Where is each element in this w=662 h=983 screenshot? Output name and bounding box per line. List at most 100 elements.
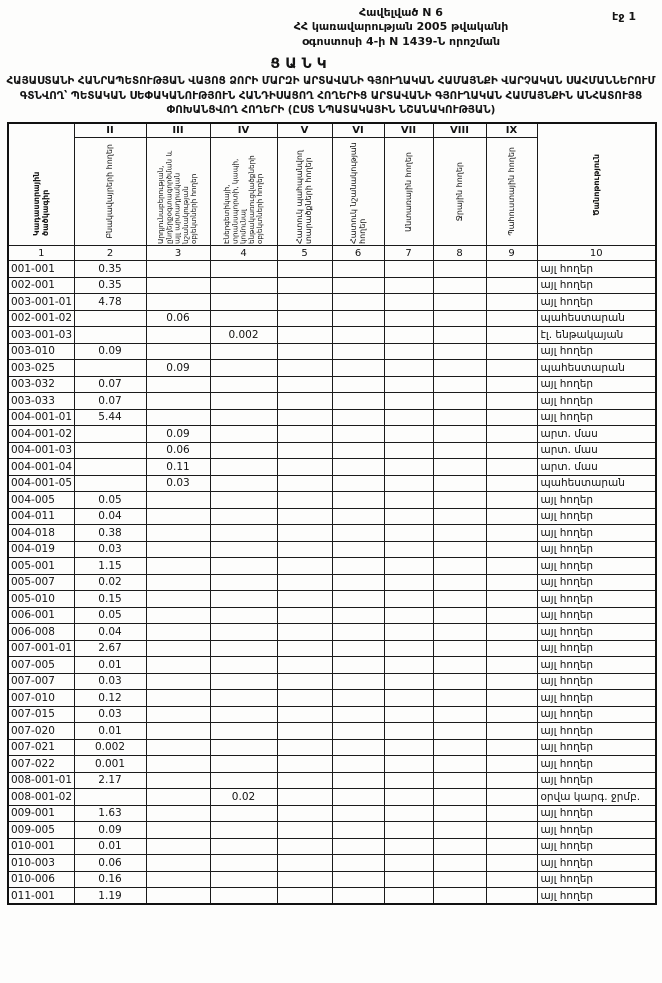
cell-area-col9: [485, 788, 538, 806]
cell-area-col6: [331, 738, 385, 757]
table-row: 007-022 0.001 այլ հողեր: [7, 755, 657, 773]
cell-area-col3: [145, 408, 211, 427]
cell-area-col8: [432, 837, 487, 856]
cell-area-col3: 0.11: [145, 458, 211, 476]
table-row: 011-001 1.19 այլ հողեր: [7, 887, 657, 905]
cell-note: այլ հողեր: [536, 507, 657, 526]
cell-area-col4: [209, 821, 278, 839]
cell-area-col4: [209, 738, 278, 757]
cell-area-col9: [485, 738, 538, 757]
table-row: 010-001 0.01 այլ հողեր: [7, 837, 657, 856]
cell-cadastral-code: 005-010: [7, 590, 75, 608]
table-row: 004-001-03 0.06 արտ. մաս: [7, 441, 657, 460]
cell-area-col9: [485, 656, 538, 674]
cell-area-col6: [331, 342, 385, 361]
cell-cadastral-code: 002-001-02: [7, 309, 75, 328]
cell-area-col6: [331, 276, 385, 295]
cell-area-col8: [432, 821, 487, 839]
cell-cadastral-code: 008-001-02: [7, 788, 75, 806]
cell-area-col7: [383, 771, 434, 790]
cell-area-col6: [331, 309, 385, 328]
numeral-col7: VII: [383, 122, 434, 139]
cell-area-col4: [209, 491, 278, 509]
table-row: 003-032 0.07 այլ հողեր: [7, 375, 657, 394]
cell-area-col3: [145, 540, 211, 559]
cell-note: այլ հողեր: [536, 887, 657, 905]
cell-area-col3: [145, 804, 211, 823]
cell-cadastral-code: 004-001-04: [7, 458, 75, 476]
cell-note: այլ հողեր: [536, 375, 657, 394]
cell-note: այլ հողեր: [536, 573, 657, 592]
cell-area-col7: [383, 392, 434, 410]
column-number-4: 4: [209, 245, 278, 262]
cell-area-col2: 0.06: [73, 854, 147, 872]
table-row: 009-001 1.63 այլ հողեր: [7, 804, 657, 823]
cell-area-col2: [73, 359, 147, 377]
cell-area-col7: [383, 854, 434, 872]
numeral-col4: IV: [209, 122, 278, 139]
header-note: Ծանոթություն: [536, 122, 657, 247]
table-row: 004-005 0.05 այլ հողեր: [7, 491, 657, 509]
cell-area-col5: [276, 689, 333, 707]
cell-area-col6: [331, 507, 385, 526]
cell-area-col6: [331, 887, 385, 905]
table-row: 009-005 0.09 այլ հողեր: [7, 821, 657, 839]
cell-area-col9: [485, 623, 538, 641]
cell-area-col9: [485, 870, 538, 889]
cell-area-col4: [209, 771, 278, 790]
cell-area-col4: [209, 804, 278, 823]
cell-area-col5: [276, 359, 333, 377]
cell-area-col8: [432, 491, 487, 509]
cell-area-col4: [209, 689, 278, 707]
cell-area-col6: [331, 788, 385, 806]
header-industrial-lands: Արդյունաբերության, ընդերքօգտագործման և ա…: [145, 137, 211, 247]
cell-area-col2: 0.35: [73, 260, 147, 278]
cell-area-col4: [209, 276, 278, 295]
cell-area-col6: [331, 689, 385, 707]
cell-cadastral-code: 004-018: [7, 524, 75, 542]
cell-note: այլ հողեր: [536, 639, 657, 658]
cell-note: այլ հողեր: [536, 590, 657, 608]
cell-area-col2: 0.002: [73, 738, 147, 757]
cell-area-col7: [383, 738, 434, 757]
cell-area-col3: [145, 293, 211, 311]
cell-area-col5: [276, 375, 333, 394]
cell-area-col9: [485, 606, 538, 625]
cell-area-col7: [383, 441, 434, 460]
annex-line-2: ՀՀ կառավարության 2005 թվականի: [293, 20, 509, 34]
cell-area-col7: [383, 606, 434, 625]
cell-area-col2: 0.07: [73, 392, 147, 410]
cell-area-col7: [383, 557, 434, 575]
cell-area-col6: [331, 458, 385, 476]
cell-area-col2: 0.09: [73, 821, 147, 839]
cell-area-col9: [485, 887, 538, 905]
cell-cadastral-code: 004-019: [7, 540, 75, 559]
cell-area-col4: [209, 293, 278, 311]
cell-area-col8: [432, 870, 487, 889]
cell-area-col5: [276, 623, 333, 641]
cell-area-col6: [331, 722, 385, 740]
cell-cadastral-code: 007-007: [7, 672, 75, 691]
cell-area-col7: [383, 705, 434, 724]
cell-area-col3: [145, 722, 211, 740]
cell-cadastral-code: 007-005: [7, 656, 75, 674]
cell-area-col5: [276, 458, 333, 476]
cell-area-col2: [73, 474, 147, 493]
cell-area-col4: [209, 507, 278, 526]
cell-area-col9: [485, 705, 538, 724]
cell-area-col6: [331, 606, 385, 625]
column-number-3: 3: [145, 245, 211, 262]
table-header: Կադաստրային ծածկագիր II III IV V VI VII …: [7, 122, 657, 262]
cell-area-col6: [331, 804, 385, 823]
table-row: 007-005 0.01 այլ հողեր: [7, 656, 657, 674]
cell-area-col4: [209, 656, 278, 674]
cell-area-col2: [73, 326, 147, 344]
cell-note: այլ հողեր: [536, 540, 657, 559]
cell-area-col7: [383, 458, 434, 476]
cell-note: այլ հողեր: [536, 755, 657, 773]
cell-cadastral-code: 005-001: [7, 557, 75, 575]
cell-area-col6: [331, 590, 385, 608]
numeral-col5: V: [276, 122, 333, 139]
energy-transport-lands-label: Էներգետիկայի, տրանսպորտի, կապի, կոմունալ…: [221, 155, 264, 244]
